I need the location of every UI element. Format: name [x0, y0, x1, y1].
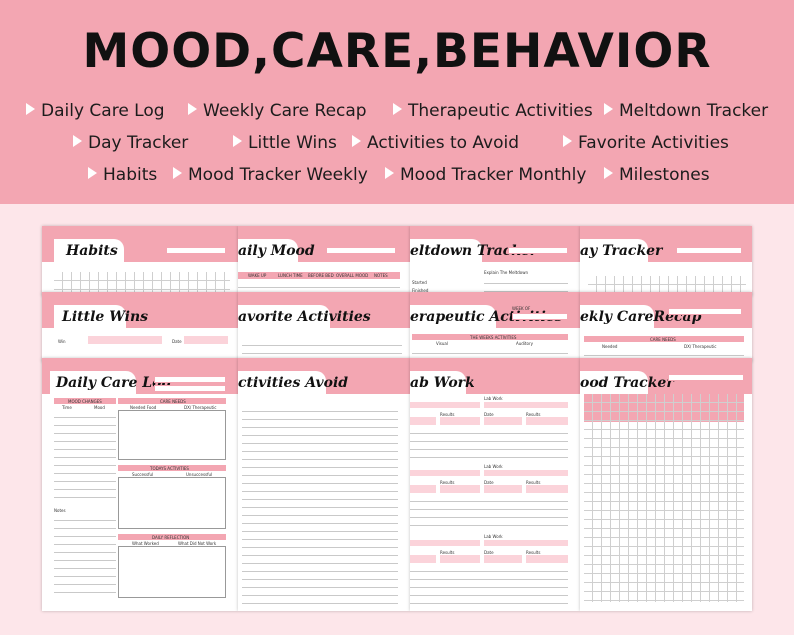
feature-favorite-activities: Favorite Activities: [563, 133, 729, 153]
daily-care-title: Daily Care Log: [56, 375, 172, 391]
food-grid: [584, 394, 744, 602]
chevron-right-icon: [604, 167, 613, 179]
chevron-right-icon: [88, 167, 97, 179]
day-tracker-page: ay Tracker: [580, 226, 752, 296]
page-title: MOOD,CARE,BEHAVIOR: [82, 24, 712, 79]
food-tracker-page: ood Tracker: [580, 358, 752, 611]
feature-mood-tracker-weekly: Mood Tracker Weekly: [173, 165, 368, 185]
habits-title: Habits: [66, 243, 118, 259]
little-wins-page: Little Wins Win Date: [42, 292, 238, 362]
daily-mood-title: aily Mood: [238, 243, 315, 259]
meltdown-title: eltdown Tracker: [410, 243, 538, 259]
food-tracker-title: ood Tracker: [580, 375, 674, 391]
therapeutic-activities-page: erapeutic Activities WEEK OF THE WEEKS A…: [410, 292, 580, 362]
chevron-right-icon: [73, 135, 82, 147]
daily-mood-page: aily Mood WAKE UP LUNCH TIME BEFORE BED …: [238, 226, 410, 296]
day-tracker-title: ay Tracker: [580, 243, 663, 259]
header-banner: [0, 0, 794, 204]
chevron-right-icon: [385, 167, 394, 179]
feature-day-tracker: Day Tracker: [73, 133, 188, 153]
chevron-right-icon: [393, 103, 402, 115]
feature-activities-to-avoid: Activities to Avoid: [352, 133, 519, 153]
little-wins-title: Little Wins: [62, 309, 149, 325]
feature-little-wins: Little Wins: [233, 133, 337, 153]
chevron-right-icon: [604, 103, 613, 115]
daily-care-log-page: Daily Care Log MOOD CHANGES Time Mood No…: [42, 358, 238, 611]
feature-weekly-care-recap: Weekly Care Recap: [188, 101, 367, 121]
weekly-care-recap-page: ekly CareRecap CARE NEEDS Needed DX/ The…: [580, 292, 752, 362]
feature-daily-care-log: Daily Care Log: [26, 101, 165, 121]
favorite-activities-page: avorite Activities: [238, 292, 410, 362]
feature-meltdown-tracker: Meltdown Tracker: [604, 101, 768, 121]
feature-milestones: Milestones: [604, 165, 710, 185]
lab-work-title: ab Work: [410, 375, 475, 391]
chevron-right-icon: [352, 135, 361, 147]
name-field: [166, 247, 226, 254]
chevron-right-icon: [563, 135, 572, 147]
habits-page: Habits: [42, 226, 238, 296]
chevron-right-icon: [26, 103, 35, 115]
activities-avoid-title: ctivities Avoid: [238, 375, 349, 391]
lab-work-page: ab Work Lab Work Results Date Results La…: [410, 358, 580, 611]
favorite-activities-title: avorite Activities: [238, 309, 371, 325]
chevron-right-icon: [173, 167, 182, 179]
feature-habits: Habits: [88, 165, 157, 185]
chevron-right-icon: [188, 103, 197, 115]
feature-mood-tracker-monthly: Mood Tracker Monthly: [385, 165, 586, 185]
activities-avoid-page: ctivities Avoid: [238, 358, 410, 611]
meltdown-tracker-page: eltdown Tracker Explain The Meltdown Sta…: [410, 226, 580, 296]
feature-therapeutic-activities: Therapeutic Activities: [393, 101, 593, 121]
chevron-right-icon: [233, 135, 242, 147]
